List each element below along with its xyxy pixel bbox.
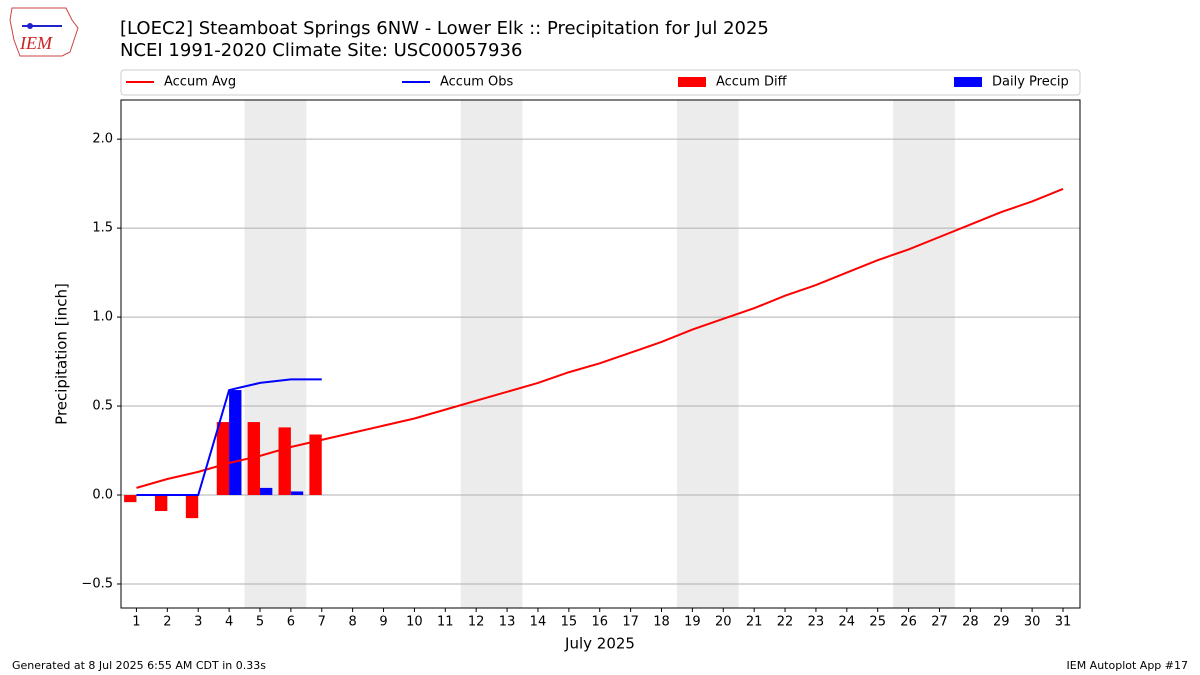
y-tick-label: 1.0 <box>92 310 113 325</box>
x-tick-label: 17 <box>622 615 639 630</box>
x-tick-label: 11 <box>437 615 454 630</box>
y-tick-label: 0.5 <box>92 399 113 414</box>
weekend-shade <box>676 100 739 608</box>
legend-label: Accum Diff <box>716 75 788 90</box>
legend-label: Daily Precip <box>992 75 1069 90</box>
x-tick-label: 27 <box>931 615 948 630</box>
legend-swatch <box>954 77 982 87</box>
x-tick-label: 22 <box>777 615 794 630</box>
x-tick-label: 16 <box>591 615 608 630</box>
x-tick-label: 7 <box>318 615 326 630</box>
x-tick-label: 29 <box>993 615 1010 630</box>
x-tick-label: 21 <box>746 615 763 630</box>
x-axis-label: July 2025 <box>564 635 635 653</box>
chart-title: [LOEC2] Steamboat Springs 6NW - Lower El… <box>120 18 769 39</box>
legend-label: Accum Obs <box>440 75 513 90</box>
x-tick-label: 30 <box>1024 615 1041 630</box>
line <box>136 378 322 497</box>
logo-outline <box>9 7 79 57</box>
bar <box>259 487 273 496</box>
bar <box>309 434 322 496</box>
weekend-shade <box>244 100 307 608</box>
x-tick-label: 4 <box>225 615 233 630</box>
x-tick-label: 28 <box>962 615 979 630</box>
x-tick-label: 3 <box>194 615 202 630</box>
y-axis-label: Precipitation [inch] <box>53 283 71 425</box>
bar <box>278 427 291 496</box>
logo: IEM <box>9 7 79 57</box>
x-tick-label: 23 <box>808 615 825 630</box>
x-tick-label: 10 <box>406 615 423 630</box>
x-tick-label: 9 <box>379 615 387 630</box>
y-tick-label: −0.5 <box>81 576 113 591</box>
bar <box>247 422 260 496</box>
chart-subtitle: NCEI 1991-2020 Climate Site: USC00057936 <box>120 40 522 61</box>
x-tick-label: 13 <box>499 615 516 630</box>
x-tick-label: 5 <box>256 615 264 630</box>
x-tick-label: 25 <box>869 615 886 630</box>
y-tick-label: 0.0 <box>92 488 113 503</box>
footer: IEM Autoplot App #17 <box>1067 659 1189 672</box>
x-tick-label: 20 <box>715 615 732 630</box>
plot-area: −0.50.00.51.01.52.01 2 3 4 5 6 7 8 9 10 11 12 13 14 15… <box>81 99 1081 630</box>
legend-box <box>120 69 1081 96</box>
bar <box>124 495 137 503</box>
bar <box>229 390 242 496</box>
x-tick-label: 1 <box>132 615 140 630</box>
bar <box>216 422 230 496</box>
bar <box>185 495 199 519</box>
line <box>136 188 1064 489</box>
x-tick-label: 24 <box>839 615 856 630</box>
y-tick-label: 1.5 <box>92 221 113 236</box>
x-tick-label: 31 <box>1055 615 1072 630</box>
legend-label: Accum Avg <box>164 75 236 90</box>
x-tick-label: 6 <box>287 615 295 630</box>
x-tick-label: 14 <box>530 615 547 630</box>
legend-swatch <box>678 77 706 87</box>
plot-frame <box>120 99 1081 609</box>
x-tick-label: 26 <box>900 615 917 630</box>
x-tick-label: 2 <box>163 615 171 630</box>
x-tick-label: 18 <box>653 615 670 630</box>
x-tick-label: 15 <box>561 615 578 630</box>
x-tick-label: 12 <box>468 615 485 630</box>
weekend-shade <box>893 100 955 608</box>
logo-glyph <box>27 23 33 29</box>
bar <box>154 495 168 512</box>
logo-text: IEM <box>19 33 53 53</box>
weekend-shade <box>460 100 523 608</box>
y-tick-label: 2.0 <box>92 132 113 147</box>
bar <box>290 491 304 496</box>
x-tick-label: 19 <box>684 615 701 630</box>
x-tick-label: 8 <box>349 615 357 630</box>
footer: Generated at 8 Jul 2025 6:55 AM CDT in 0… <box>12 659 266 672</box>
